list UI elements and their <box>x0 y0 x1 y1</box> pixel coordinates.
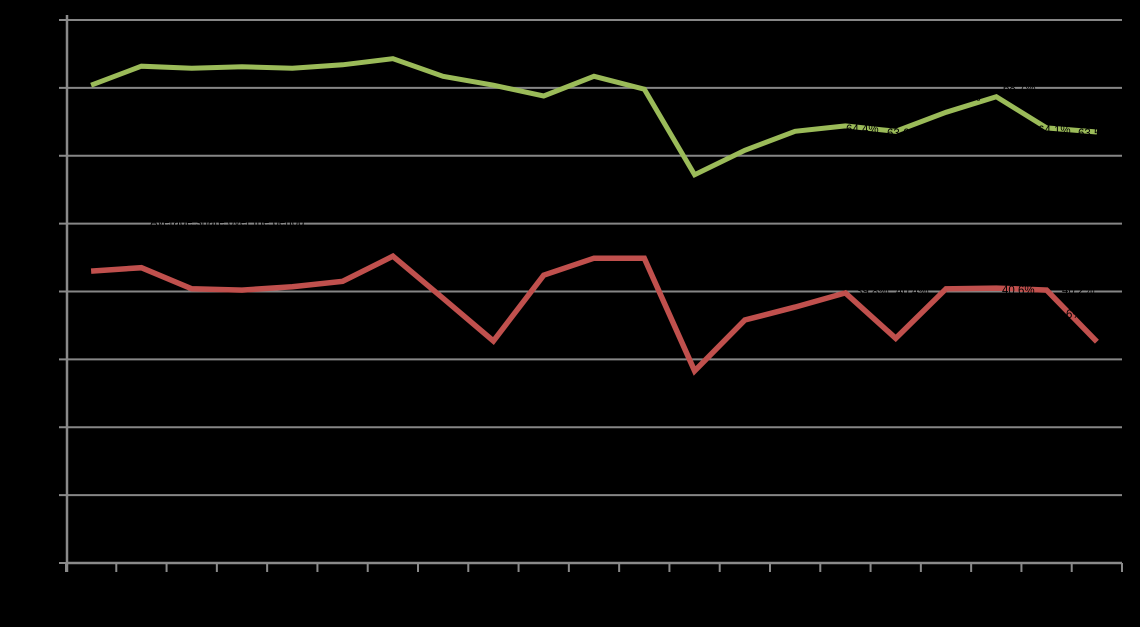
data-label: 66.4% <box>948 92 981 104</box>
series-red-line <box>90 252 1099 376</box>
data-label: 63.6% <box>887 128 920 140</box>
data-label: 64.1% <box>1038 125 1071 137</box>
data-label: 39.8% <box>856 286 889 298</box>
data-label: 40.4% <box>896 286 929 298</box>
data-label: 68.7% <box>1003 83 1036 95</box>
data-label: 40.2% <box>1062 285 1095 297</box>
data-label: 32.6% <box>1050 309 1083 321</box>
data-label: 63.5% <box>1078 128 1111 140</box>
data-label: Average share over the period <box>150 217 305 229</box>
series-green-line <box>90 56 1098 179</box>
data-label: 40.6% <box>1002 285 1035 297</box>
data-label: 64.4% <box>846 124 879 136</box>
